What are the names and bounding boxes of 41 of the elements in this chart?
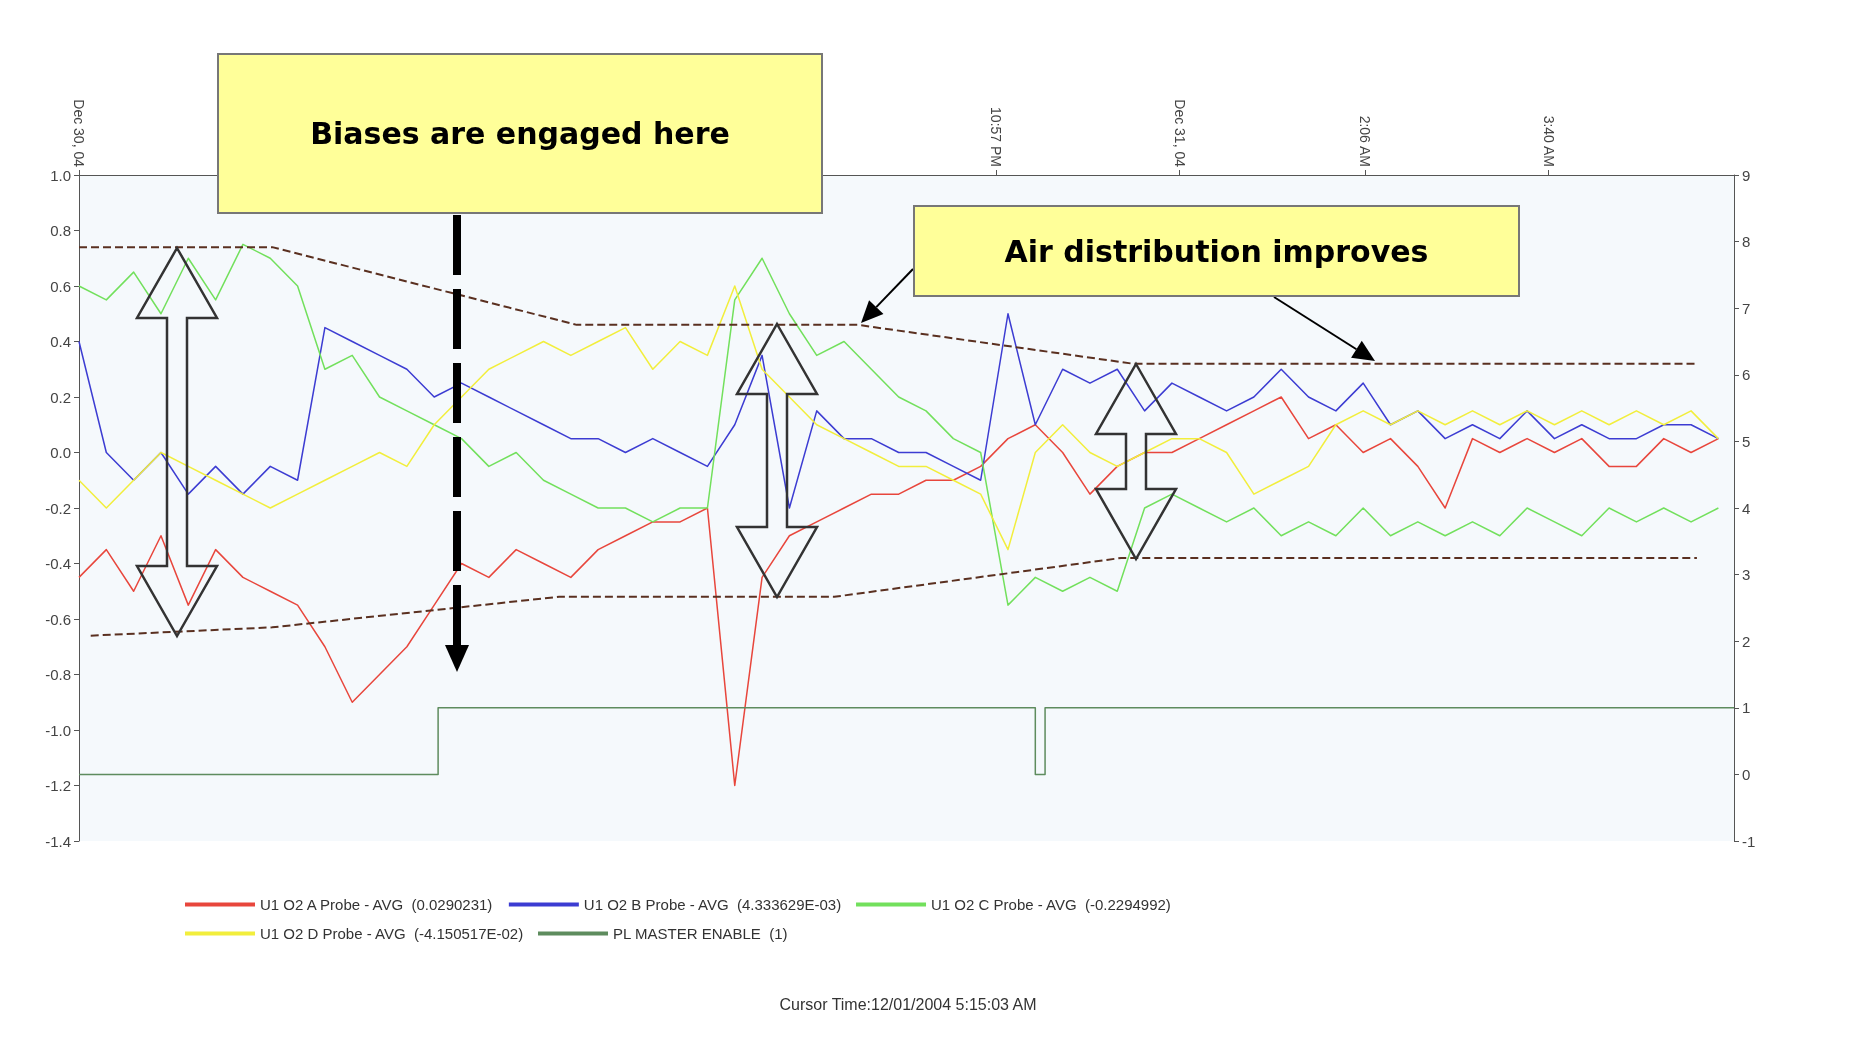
y-tick-label: 0.2 <box>50 388 71 406</box>
y2-tick-label: 9 <box>1742 166 1751 184</box>
y-tick-label: -1.0 <box>45 721 71 739</box>
x-tick-label: 3:40 AM <box>1540 115 1557 167</box>
y-tick-label: -0.8 <box>45 666 71 683</box>
legend-label: PL MASTER ENABLE (1) <box>613 925 788 942</box>
y-tick-label: -1.4 <box>45 832 71 850</box>
y-tick-label: -1.2 <box>45 777 71 794</box>
y2-tick-label: 7 <box>1742 299 1751 317</box>
y2-tick-label: 4 <box>1742 499 1751 517</box>
x-tick-label: 2:06 AM <box>1357 115 1374 167</box>
y-tick-label: 1.0 <box>50 166 71 184</box>
callout-box: Biases are engaged here <box>217 53 823 214</box>
y2-tick-label: -1 <box>1742 832 1756 850</box>
x-tick-label: 10:57 PM <box>988 107 1005 167</box>
y2-tick-label: 3 <box>1742 566 1751 584</box>
legend-label: U1 O2 B Probe - AVG (4.333629E-03) <box>583 896 842 913</box>
y2-tick-label: 6 <box>1742 366 1751 384</box>
y-tick-label: 0.4 <box>50 333 71 350</box>
y2-tick-label: 5 <box>1742 432 1751 450</box>
y2-tick-label: 1 <box>1742 699 1751 717</box>
legend-label: U1 O2 C Probe - AVG (-0.2294992) <box>931 896 1171 913</box>
x-tick-label: Dec 30, 04 <box>71 99 87 168</box>
line-series <box>89 556 1698 637</box>
legend-label: U1 O2 A Probe - AVG (0.0290231) <box>260 896 493 913</box>
line-series <box>78 396 1720 787</box>
legend-label: U1 O2 D Probe - AVG (-4.150517E-02) <box>260 925 524 942</box>
y-tick-label: -0.6 <box>45 610 71 628</box>
y2-tick-label: 2 <box>1742 632 1751 650</box>
line-series <box>78 285 1720 551</box>
line-series <box>78 313 1720 509</box>
y-tick-label: 0.6 <box>50 277 71 295</box>
x-tick-label: Dec 31, 04 <box>1171 99 1188 168</box>
y2-tick-label: 0 <box>1742 765 1751 783</box>
y-tick-label: 0.0 <box>50 444 71 461</box>
y-tick-label: -0.2 <box>45 499 71 517</box>
text: Cursor Time:12/01/2004 5:15:03 AM <box>778 996 1038 1014</box>
y-tick-label: -0.4 <box>45 555 71 572</box>
callout-box: Air distribution improves <box>913 205 1520 297</box>
y2-tick-label: 8 <box>1742 233 1751 251</box>
y-tick-label: 0.8 <box>50 222 71 239</box>
